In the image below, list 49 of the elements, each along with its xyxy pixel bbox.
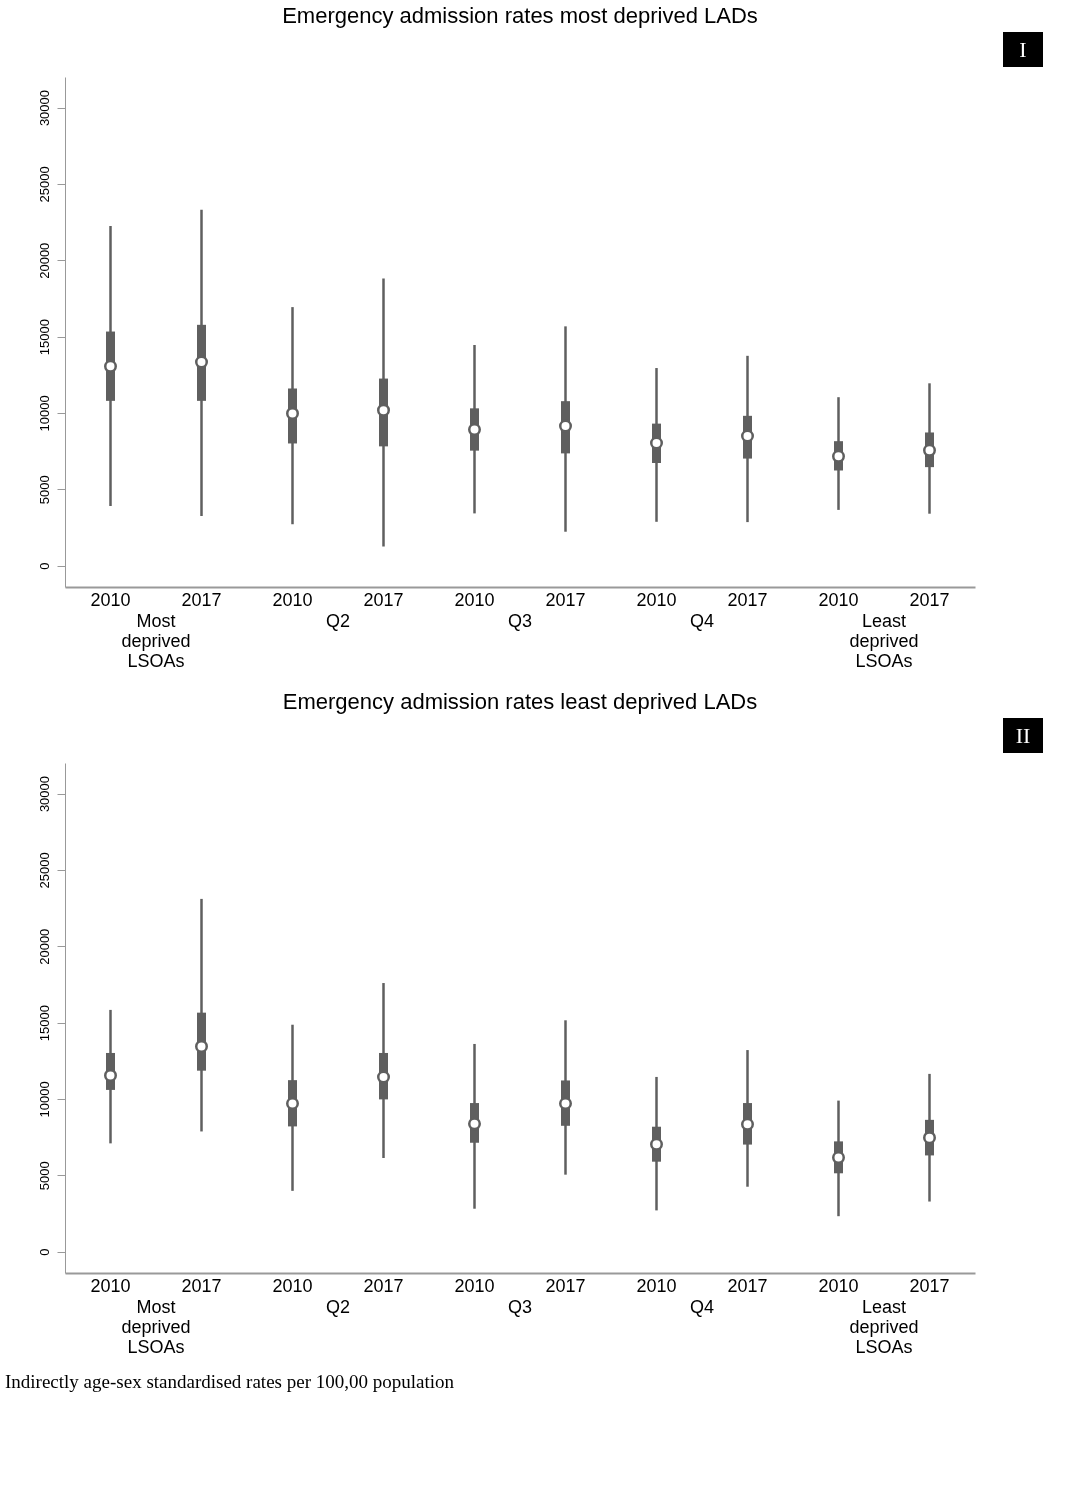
x-tick-label: 2017 — [545, 589, 586, 610]
x-tick-label: 2017 — [363, 1275, 404, 1296]
y-tick-label: 10000 — [36, 395, 52, 432]
x-tick-label: 2017 — [181, 1275, 222, 1296]
text: Most deprived LSOAs — [121, 611, 191, 671]
chart-title: Emergency admission rates least deprived LADs — [282, 689, 758, 714]
y-tick-label: 30000 — [36, 89, 52, 127]
text: Indirectly age-sex standardised rates per 100,00 population — [5, 1371, 455, 1392]
y-tick-label: 10000 — [36, 1081, 52, 1118]
text: II — [1015, 723, 1031, 748]
x-tick-label: 2010 — [818, 589, 859, 610]
text: Least deprived LSOAs — [849, 611, 919, 671]
x-tick-label: 2017 — [545, 1275, 586, 1296]
y-tick-label: 0 — [36, 562, 52, 570]
text: Q3 — [507, 611, 533, 631]
x-tick-label: 2010 — [90, 1275, 131, 1296]
text: I — [1019, 37, 1027, 62]
text: Q4 — [689, 1297, 715, 1317]
y-tick-label: 20000 — [36, 242, 52, 279]
y-tick-label: 5000 — [36, 475, 52, 505]
y-tick-label: 25000 — [36, 852, 52, 889]
x-tick-label: 2017 — [181, 589, 222, 610]
x-tick-label: 2010 — [454, 589, 495, 610]
text: Q3 — [507, 1297, 533, 1317]
x-tick-label: 2017 — [727, 589, 768, 610]
x-tick-label: 2010 — [818, 1275, 859, 1296]
text: Q2 — [325, 611, 351, 631]
y-tick-label: 25000 — [36, 166, 52, 203]
x-tick-label: 2010 — [90, 589, 131, 610]
x-tick-label: 2010 — [636, 589, 677, 610]
text: Most deprived LSOAs — [121, 1297, 191, 1357]
x-tick-label: 2017 — [909, 1275, 950, 1296]
chart-title: Emergency admission rates most deprived LADs — [282, 3, 758, 28]
x-tick-label: 2017 — [727, 1275, 768, 1296]
x-tick-label: 2017 — [363, 589, 404, 610]
y-tick-label: 15000 — [36, 319, 52, 356]
y-tick-label: 15000 — [36, 1005, 52, 1042]
x-tick-label: 2010 — [636, 1275, 677, 1296]
x-tick-label: 2010 — [454, 1275, 495, 1296]
text: Q4 — [689, 611, 715, 631]
text: Q2 — [325, 1297, 351, 1317]
x-tick-label: 2010 — [272, 589, 313, 610]
x-tick-label: 2017 — [909, 589, 950, 610]
text: Least deprived LSOAs — [849, 1297, 919, 1357]
y-tick-label: 20000 — [36, 928, 52, 965]
x-tick-label: 2010 — [272, 1275, 313, 1296]
y-tick-label: 30000 — [36, 775, 52, 813]
y-tick-label: 0 — [36, 1248, 52, 1256]
y-tick-label: 5000 — [36, 1161, 52, 1191]
